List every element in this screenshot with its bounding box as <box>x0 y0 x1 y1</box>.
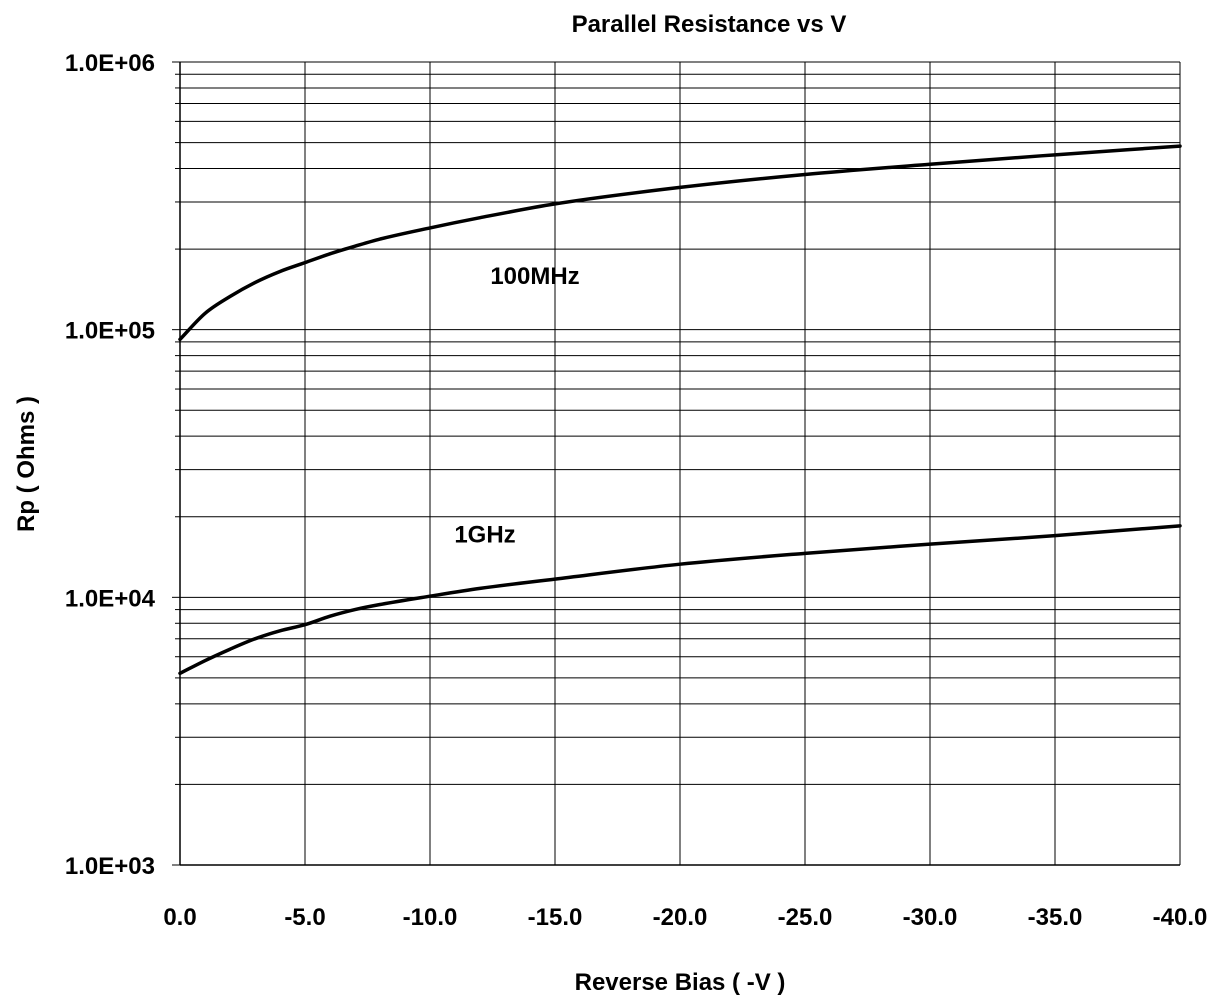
x-tick-label: -30.0 <box>903 904 958 931</box>
x-tick-label: -15.0 <box>528 904 583 931</box>
y-axis-ticks: 1.0E+03 1.0E+04 1.0E+05 1.0E+06 <box>65 50 156 880</box>
series-line-1ghz <box>178 524 1182 676</box>
x-tick-label: -25.0 <box>778 904 833 931</box>
y-tick-label: 1.0E+04 <box>65 585 156 612</box>
x-axis-label: Reverse Bias ( -V ) <box>575 969 786 996</box>
y-axis-label: Rp ( Ohms ) <box>13 396 40 532</box>
chart-title: Parallel Resistance vs V <box>572 11 847 38</box>
x-tick-label: 0.0 <box>163 904 196 931</box>
axes <box>172 61 1180 866</box>
x-tick-label: -20.0 <box>653 904 708 931</box>
y-tick-label: 1.0E+06 <box>65 50 155 77</box>
series-label-1ghz: 1GHz <box>454 522 515 549</box>
series-line-100mhz <box>178 144 1182 342</box>
x-tick-label: -40.0 <box>1153 904 1208 931</box>
x-tick-label: -35.0 <box>1028 904 1083 931</box>
x-tick-label: -10.0 <box>403 904 458 931</box>
x-axis-ticks: 0.0 -5.0 -10.0 -15.0 -20.0 -25.0 -30.0 -35.0 -40… <box>163 904 1207 931</box>
y-tick-label: 1.0E+03 <box>65 853 155 880</box>
grid <box>179 61 1181 866</box>
y-tick-label: 1.0E+05 <box>65 318 155 345</box>
x-tick-label: -5.0 <box>284 904 325 931</box>
series-label-100mhz: 100MHz <box>490 263 579 290</box>
series: 100MHz 1GHz <box>178 144 1182 676</box>
